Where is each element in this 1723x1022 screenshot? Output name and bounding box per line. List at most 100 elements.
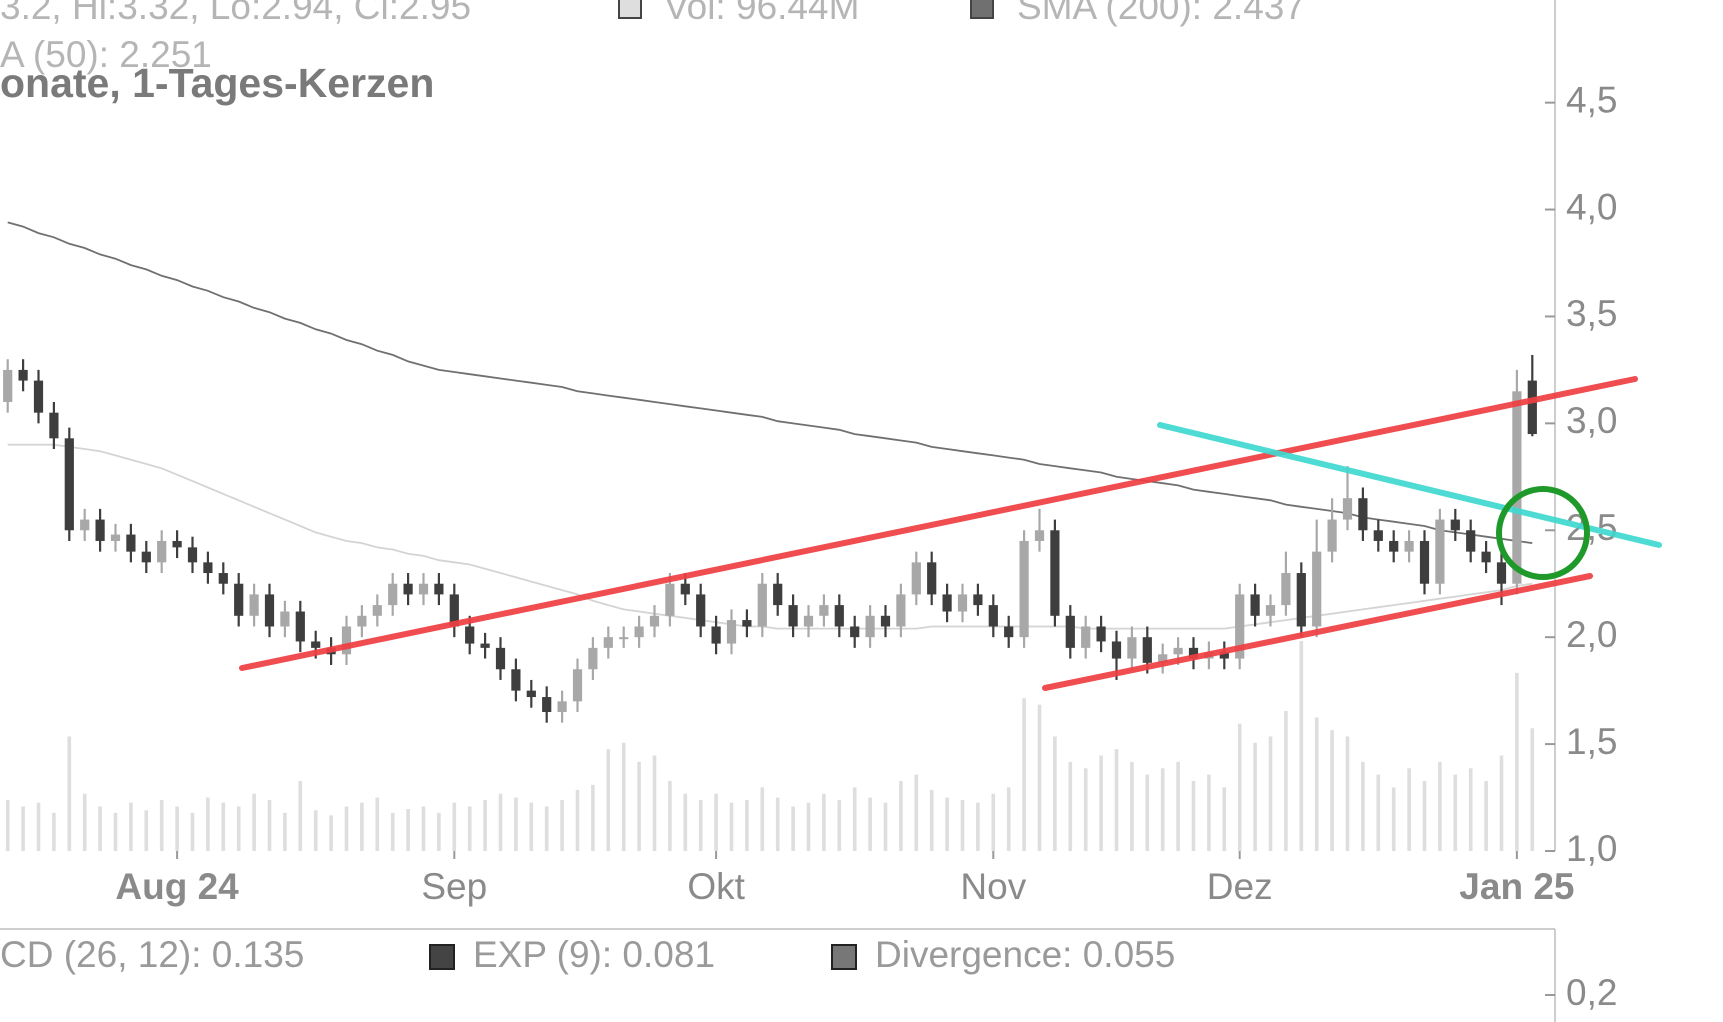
legend-swatch [429, 944, 455, 970]
volume-bar [1006, 787, 1011, 851]
volume-bar [144, 810, 149, 851]
volume-bar [1053, 736, 1057, 851]
volume-bar [1068, 761, 1073, 851]
candle-body [711, 626, 721, 644]
volume-bar [82, 793, 87, 851]
candle-body [1081, 626, 1091, 648]
candle-body [3, 369, 13, 402]
macd-legend-label: CD (26, 12): 0.135 [0, 934, 304, 975]
y-tick-label: 3,5 [1566, 293, 1617, 334]
candle-body [280, 611, 290, 627]
candle-body [942, 594, 952, 612]
volume-bar [683, 793, 688, 851]
candle-body [80, 519, 90, 531]
volume-bar [1268, 736, 1273, 851]
volume-bar [360, 802, 364, 851]
candle-body [1296, 573, 1306, 627]
x-tick-label: Okt [687, 866, 745, 907]
volume-bar [21, 806, 25, 851]
candle-body [649, 615, 660, 627]
volume-bar [1330, 730, 1334, 851]
volume-bar [868, 797, 872, 851]
candle-body [1450, 519, 1460, 531]
volume-bar [899, 781, 903, 851]
candle-body [1527, 380, 1537, 435]
volume-bar [1022, 698, 1026, 851]
breakout-circle [1496, 486, 1590, 580]
candle-body [619, 637, 629, 640]
candle-body [141, 551, 151, 563]
candle-body [95, 519, 105, 541]
legend-swatch [970, 0, 994, 19]
volume-bar [1037, 704, 1042, 851]
candle-body [110, 534, 121, 541]
candle-body [418, 583, 429, 595]
volume-bar [591, 784, 595, 851]
candle-body [372, 605, 382, 616]
candle-body [1065, 615, 1075, 648]
volume-bar [52, 812, 56, 851]
candle-body [1342, 498, 1353, 520]
volume-bar [1484, 781, 1488, 851]
volume-bar [914, 774, 919, 851]
volume-bar [437, 812, 441, 851]
volume-bar [98, 806, 102, 851]
candle-body [726, 620, 737, 644]
candle-body [18, 369, 28, 381]
volume-bar [129, 802, 133, 851]
candle-body [218, 573, 228, 584]
volume-bar [36, 802, 41, 851]
candle-body [973, 594, 983, 606]
y-tick-label: 1,5 [1566, 721, 1617, 762]
macd-legend-label: EXP (9): 0.081 [473, 934, 715, 975]
volume-bar [344, 806, 349, 851]
moving-average-line [7, 221, 1533, 544]
candle-body [64, 438, 74, 531]
volume-bar [976, 802, 980, 851]
volume-bar [1499, 755, 1504, 851]
candle-body [403, 583, 413, 595]
volume-bar [714, 793, 718, 851]
volume-bar [729, 802, 734, 851]
volume-bar [883, 802, 888, 851]
volume-bar [1191, 781, 1196, 851]
candle-body [203, 562, 213, 574]
volume-bar [806, 802, 811, 851]
candle-body [850, 626, 860, 638]
candle-body [1127, 637, 1137, 659]
volume-bar [1114, 749, 1119, 851]
volume-bar [175, 806, 179, 851]
candle-body [1050, 530, 1060, 616]
candle-body [172, 540, 182, 548]
candle-body [1496, 562, 1507, 584]
volume-bar [1099, 755, 1103, 851]
volume-bar [960, 800, 965, 851]
volume-bar [1391, 787, 1396, 851]
candle-body [542, 697, 552, 713]
volume-bar [236, 806, 241, 851]
volume-bar [159, 800, 164, 851]
candle-body [1173, 647, 1183, 655]
volume-bar [1345, 736, 1350, 851]
y-tick-label: 4,0 [1566, 186, 1617, 227]
volume-bar [1083, 768, 1088, 851]
candle-body [588, 647, 598, 670]
candle-body [1404, 540, 1414, 552]
chart-title: onate, 1-Tages-Kerzen [0, 60, 434, 106]
candle-body [1481, 551, 1491, 563]
legend-label: SMA (200): 2.437 [1017, 0, 1305, 27]
candle-body [1034, 530, 1045, 541]
candle-body [1158, 654, 1168, 663]
candle-body [788, 605, 798, 627]
candle-body [603, 637, 613, 648]
volume-bar [1299, 641, 1304, 851]
candle-body [1235, 594, 1245, 659]
candle-body [665, 583, 675, 616]
candle-body [634, 626, 644, 638]
candle-body [557, 701, 567, 713]
volume-bar [113, 812, 118, 851]
volume-bar [221, 802, 226, 851]
candle-body [1419, 540, 1430, 584]
candle-body [1312, 551, 1322, 627]
